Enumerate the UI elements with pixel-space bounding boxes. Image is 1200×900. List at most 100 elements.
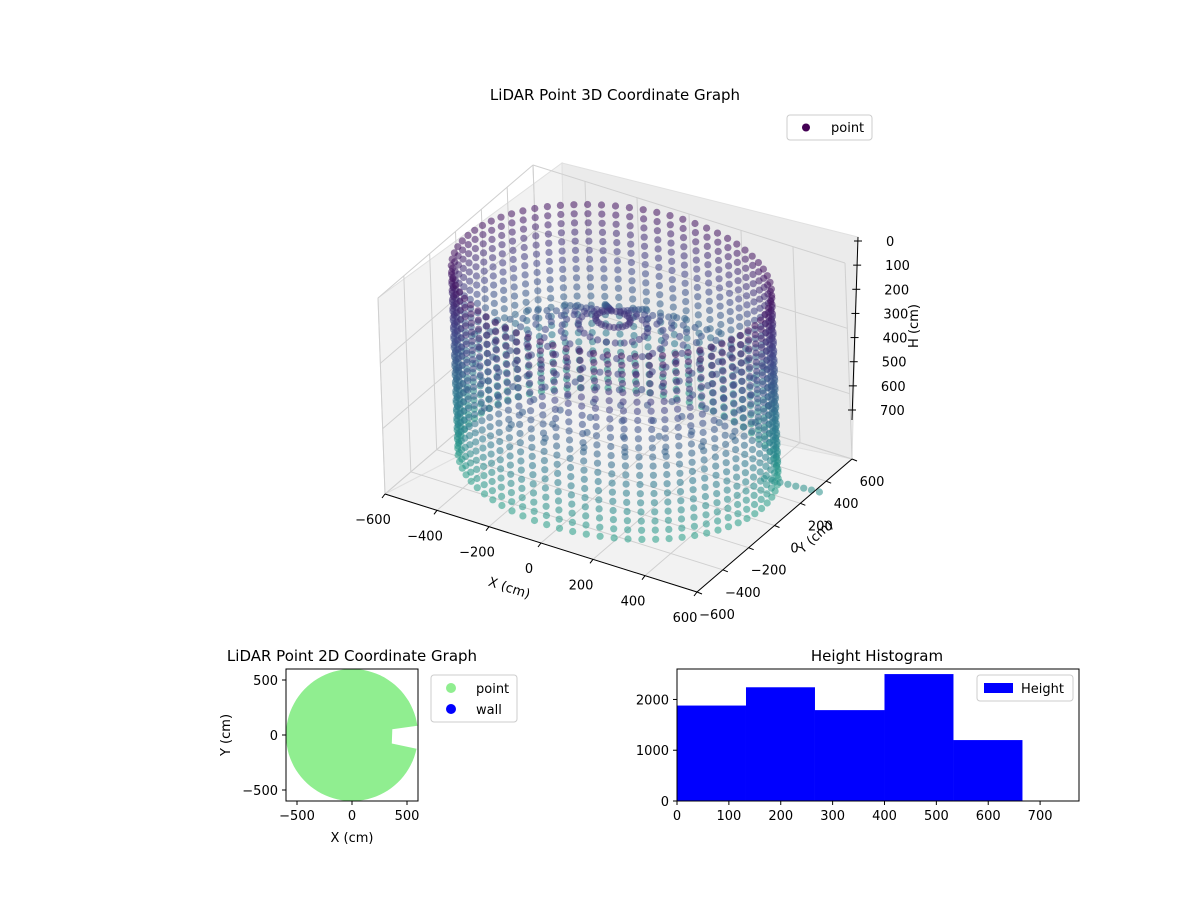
x-tick-label: 600	[673, 611, 698, 626]
point-3d	[477, 398, 485, 406]
point-3d	[483, 340, 491, 348]
x-tick-label-hist: 400	[872, 809, 897, 824]
point-3d	[654, 254, 663, 262]
point-3d	[622, 489, 631, 497]
point-3d	[511, 319, 520, 328]
point-3d	[485, 395, 493, 403]
point-3d	[505, 434, 513, 442]
point-3d	[530, 498, 538, 506]
point-3d	[508, 507, 516, 515]
point-3d	[756, 450, 764, 458]
point-3d	[747, 400, 755, 408]
point-3d	[722, 449, 730, 458]
point-3d	[754, 259, 763, 267]
point-3d	[725, 289, 734, 297]
point-3d	[593, 441, 601, 449]
point-3d	[704, 270, 712, 278]
point-3d	[714, 256, 723, 265]
point-3d	[712, 471, 720, 479]
point-3d	[674, 423, 682, 432]
point-3d	[735, 304, 743, 312]
point-3d	[721, 422, 729, 430]
point-3d	[483, 349, 492, 358]
point-3d	[743, 301, 751, 309]
point-3d	[591, 377, 599, 385]
point-3d	[517, 448, 525, 456]
point-3d	[755, 422, 763, 430]
point-3d	[709, 398, 718, 406]
point-3d	[594, 487, 603, 495]
point-3d	[472, 254, 480, 262]
point-3d	[691, 531, 699, 540]
point-3d	[673, 396, 681, 404]
point-3d	[529, 489, 538, 497]
point-3d	[504, 388, 512, 396]
point-3d	[729, 382, 737, 390]
point-3d	[758, 362, 766, 370]
point-3d	[757, 325, 765, 333]
point-3d	[765, 304, 773, 312]
point-3d	[456, 288, 464, 296]
point-3d	[693, 274, 701, 282]
point-3d	[739, 395, 747, 404]
point-3d	[558, 321, 566, 329]
point-3d	[471, 235, 479, 243]
point-3d	[763, 490, 771, 498]
point-3d	[668, 319, 676, 327]
point-3d	[614, 275, 622, 283]
point-3d	[679, 341, 687, 349]
point-3d	[701, 474, 709, 482]
point-3d	[526, 397, 534, 406]
point-3d	[481, 295, 489, 303]
point-3d	[594, 468, 602, 476]
point-3d	[681, 314, 689, 323]
point-3d	[665, 525, 673, 534]
point-3d	[749, 455, 757, 463]
point-3d	[710, 407, 718, 415]
point-3d	[664, 516, 673, 524]
point-3d	[539, 420, 547, 428]
point-3d	[652, 535, 660, 543]
point-3d	[467, 301, 475, 309]
point-3d	[549, 341, 557, 349]
point-3d	[666, 221, 674, 229]
point-3d	[559, 284, 568, 292]
point-3d	[530, 507, 538, 515]
point-3d	[717, 320, 725, 329]
z-axis-ticks-3d: 0 100 200 300 400 500 600 700	[848, 235, 910, 419]
legend-3d-marker	[802, 123, 810, 132]
point-3d	[753, 376, 761, 385]
point-3d	[632, 380, 641, 388]
point-3d	[759, 380, 767, 388]
legend-2d-point-label: point	[476, 682, 509, 697]
point-3d	[515, 393, 523, 401]
point-3d	[635, 462, 643, 470]
point-3d	[655, 282, 664, 290]
point-3d	[491, 309, 499, 317]
point-3d	[520, 243, 528, 252]
point-3d	[612, 229, 621, 237]
point-3d	[599, 238, 607, 246]
point-3d	[621, 453, 629, 461]
point-3d	[688, 449, 696, 457]
y-tick-label-2d: −500	[242, 784, 278, 799]
point-3d	[721, 431, 729, 439]
point-3d	[741, 450, 749, 458]
point-3d	[582, 530, 590, 538]
point-3d	[642, 297, 651, 305]
x-tick-label-hist: 500	[924, 809, 949, 824]
point-3d	[729, 363, 737, 371]
point-3d	[749, 289, 758, 297]
point-3d	[733, 473, 741, 481]
point-3d	[518, 494, 526, 502]
point-3d	[562, 345, 570, 353]
x-tick-label-hist: 100	[716, 809, 741, 824]
point-3d	[510, 274, 518, 282]
point-3d	[635, 444, 643, 452]
point-3d	[504, 406, 512, 414]
point-3d	[647, 407, 655, 415]
y-tick-mark	[722, 569, 729, 573]
point-3d	[656, 345, 664, 353]
point-3d	[462, 340, 470, 348]
point-3d	[762, 472, 770, 480]
